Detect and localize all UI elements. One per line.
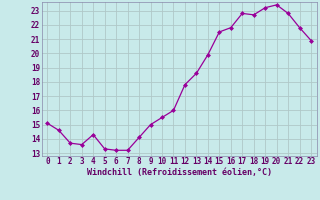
X-axis label: Windchill (Refroidissement éolien,°C): Windchill (Refroidissement éolien,°C) (87, 168, 272, 177)
